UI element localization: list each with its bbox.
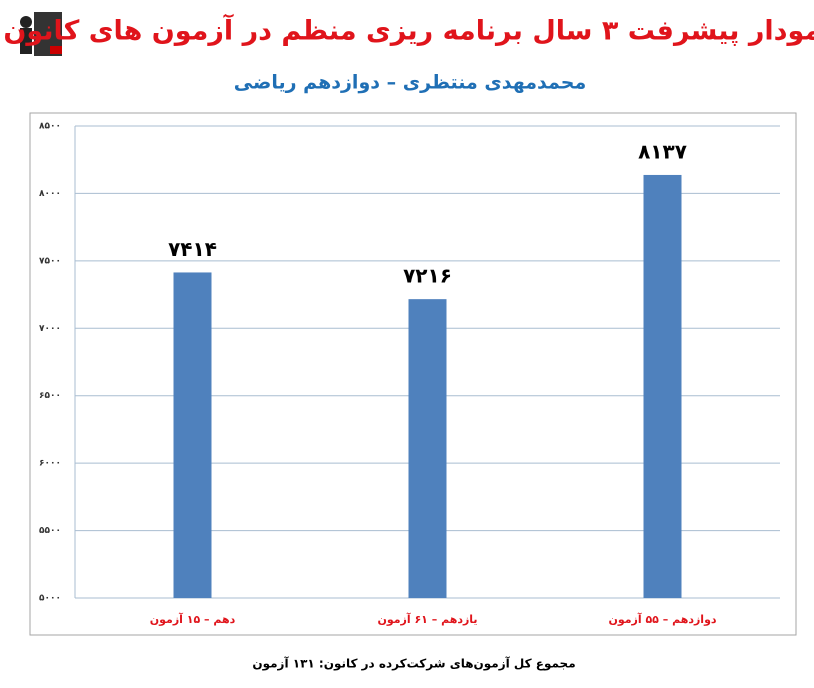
logo-mark [50,46,62,54]
bar [408,299,447,598]
x-tick-label: یازدهم – ۶۱ آزمون [377,612,477,626]
chart-title: نمودار پیشرفت ۳ سال برنامه ریزی منظم در … [3,14,814,47]
chart-subtitle: محمدمهدی منتظری – دوازدهم ریاضی [234,72,586,94]
chart-note: مجموع کل آزمون‌های شرکت‌کرده در کانون: ۱… [252,656,575,672]
y-tick-label: ۶۰۰۰ [39,459,61,469]
logo-head [20,16,32,28]
bar [643,174,682,599]
bar [173,272,212,598]
logo [20,12,62,56]
value-label: ۸۱۳۷ [638,139,687,163]
y-tick-label: ۶۵۰۰ [39,391,61,401]
y-tick-label: ۸۰۰۰ [39,189,61,199]
y-tick-label: ۸۵۰۰ [39,122,61,132]
logo-body [20,28,32,54]
y-tick-label: ۷۵۰۰ [39,256,61,266]
plot-frame [29,112,797,636]
value-label: ۷۲۱۶ [403,264,452,288]
value-label: ۷۴۱۴ [168,237,217,261]
x-tick-label: دهم – ۱۵ آزمون [150,612,236,626]
y-tick-label: ۵۰۰۰ [39,594,61,604]
y-tick-label: ۷۰۰۰ [39,324,61,334]
x-tick-label: دوازدهم – ۵۵ آزمون [608,612,716,626]
y-tick-label: ۵۵۰۰ [39,526,61,536]
